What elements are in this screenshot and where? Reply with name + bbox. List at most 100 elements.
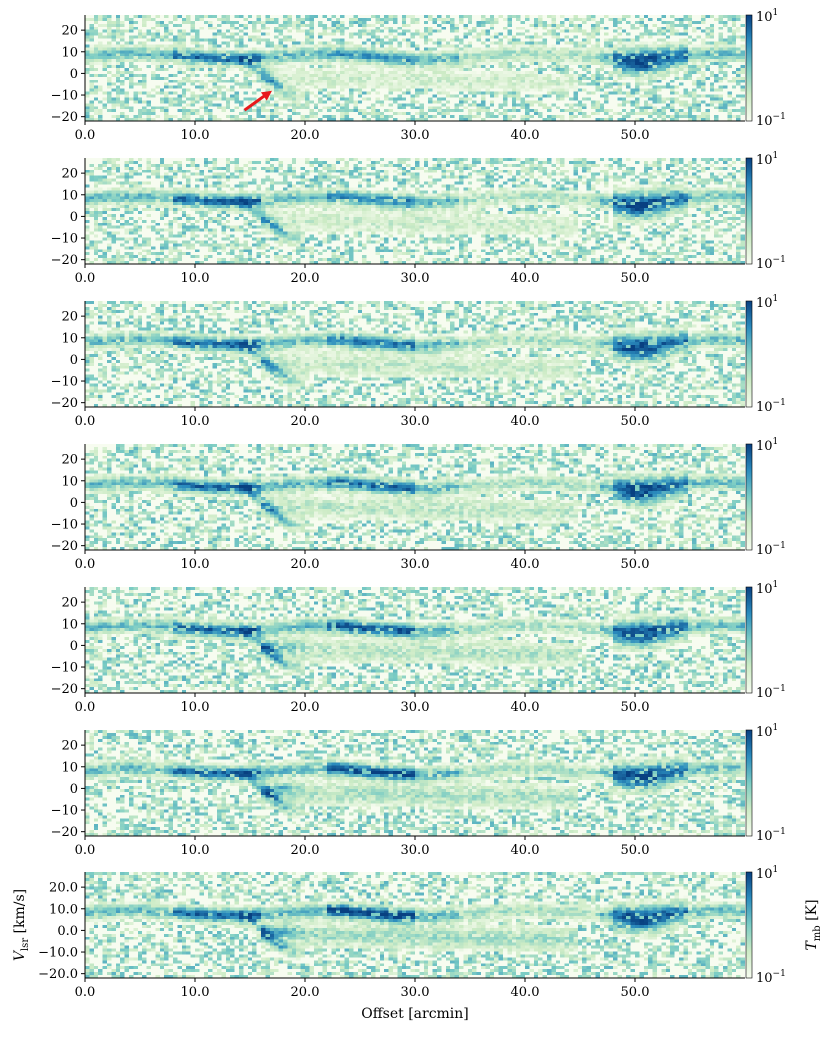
x-tick-label: 40.0 — [511, 557, 540, 572]
x-tick-label: 50.0 — [621, 414, 650, 429]
colorbar — [745, 729, 753, 837]
y-tick-label: −10 — [51, 804, 78, 819]
colorbar-max-label: 101 — [756, 8, 778, 25]
x-tick-label: 30.0 — [401, 557, 430, 572]
y-tick-label: 10 — [61, 760, 78, 775]
heatmap-image — [85, 301, 745, 407]
y-tick-label: 0 — [70, 496, 78, 511]
x-tick-label: 20.0 — [291, 414, 320, 429]
y-tick-label: 10.0 — [49, 902, 78, 917]
y-tick-label: −10.0 — [38, 946, 78, 961]
x-tick-label: 50.0 — [621, 985, 650, 1000]
heatmap-image — [85, 158, 745, 264]
x-tick-label: 10.0 — [181, 271, 210, 286]
pv-panel-2: 101 10−1 20 10 0 −10 −20 0.0 10.0 20.0 30.0 40.0 50.… — [51, 151, 786, 286]
colorbar-min-label: 10−1 — [756, 112, 786, 129]
pv-panel-5: 101 10−1 20 10 0 −10 −20 0.0 10.0 20.0 30.0 40.0 50.… — [51, 580, 786, 715]
x-tick-label: 40.0 — [511, 271, 540, 286]
y-axis-label: Vlsr [km/s] — [12, 889, 31, 961]
y-tick-label: 0 — [70, 639, 78, 654]
x-tick-label: 10.0 — [181, 128, 210, 143]
x-tick-label: 50.0 — [621, 700, 650, 715]
colorbar-min-label: 10−1 — [756, 398, 786, 415]
heatmap-image — [85, 730, 745, 836]
x-tick-label: 0.0 — [75, 557, 96, 572]
annotation-arrow — [243, 90, 272, 112]
y-tick-label: −10 — [51, 518, 78, 533]
x-tick-label: 0.0 — [75, 128, 96, 143]
x-tick-label: 40.0 — [511, 414, 540, 429]
x-tick-label: 10.0 — [181, 700, 210, 715]
colorbar-min-label: 10−1 — [756, 541, 786, 558]
colorbar — [745, 586, 753, 694]
y-tick-label: 0 — [70, 353, 78, 368]
y-tick-label: −20 — [51, 539, 78, 554]
y-tick-label: −10 — [51, 375, 78, 390]
x-tick-label: 50.0 — [621, 271, 650, 286]
x-tick-label: 20.0 — [291, 557, 320, 572]
x-tick-label: 20.0 — [291, 700, 320, 715]
x-tick-label: 0.0 — [75, 271, 96, 286]
colorbar — [745, 14, 753, 122]
colorbar-min-label: 10−1 — [756, 827, 786, 844]
y-tick-label: 0 — [70, 782, 78, 797]
x-tick-label: 30.0 — [401, 414, 430, 429]
heatmap-image — [85, 15, 745, 121]
pv-panel-1: 101 10−1 20 10 0 −10 −20 0.0 10.0 20.0 30.0 40.0 50.… — [51, 8, 786, 143]
x-tick-label: 20.0 — [291, 985, 320, 1000]
x-tick-label: 40.0 — [511, 843, 540, 858]
x-tick-label: 10.0 — [181, 557, 210, 572]
x-tick-label: 0.0 — [75, 985, 96, 1000]
x-tick-label: 20.0 — [291, 843, 320, 858]
x-axis-label: Offset [arcmin] — [361, 1006, 469, 1022]
y-tick-label: −20 — [51, 396, 78, 411]
pv-panel-4: 101 10−1 20 10 0 −10 −20 0.0 10.0 20.0 30.0 40.0 50.… — [51, 437, 786, 572]
y-tick-label: 10 — [61, 331, 78, 346]
colorbar-max-label: 101 — [756, 723, 778, 740]
colorbar-max-label: 101 — [756, 865, 778, 882]
x-tick-label: 40.0 — [511, 128, 540, 143]
colorbar — [745, 443, 753, 551]
y-tick-label: 20 — [61, 739, 78, 754]
x-tick-label: 20.0 — [291, 271, 320, 286]
y-tick-label: 0 — [70, 67, 78, 82]
x-tick-label: 0.0 — [75, 700, 96, 715]
y-tick-label: −10 — [51, 661, 78, 676]
colorbar-max-label: 101 — [756, 437, 778, 454]
x-tick-label: 40.0 — [511, 700, 540, 715]
x-tick-label: 30.0 — [401, 843, 430, 858]
y-tick-label: −20 — [51, 253, 78, 268]
x-tick-label: 50.0 — [621, 557, 650, 572]
colorbar — [745, 300, 753, 408]
x-tick-label: 30.0 — [401, 271, 430, 286]
y-tick-label: 20 — [61, 167, 78, 182]
y-tick-label: −10 — [51, 89, 78, 104]
y-tick-label: 20 — [61, 453, 78, 468]
arrow-shaft — [243, 93, 267, 112]
x-tick-label: 30.0 — [401, 700, 430, 715]
y-tick-label: 10 — [61, 188, 78, 203]
y-tick-label: 10 — [61, 474, 78, 489]
x-tick-label: 50.0 — [621, 128, 650, 143]
pv-panel-6: 101 10−1 20 10 0 −10 −20 0.0 10.0 20.0 30.0 40.0 50.… — [51, 723, 786, 858]
heatmap-image — [85, 587, 745, 693]
y-tick-label: 20 — [61, 310, 78, 325]
x-tick-label: 40.0 — [511, 985, 540, 1000]
colorbar-min-label: 10−1 — [756, 969, 786, 986]
colorbar-max-label: 101 — [756, 294, 778, 311]
colorbar-min-label: 10−1 — [756, 684, 786, 701]
colorbar — [745, 871, 753, 979]
pv-panel-7: 101 10−1 20.0 10.0 0.0 −10.0 −20.0 0.0 10.0 20.0 3… — [38, 865, 786, 1000]
x-tick-label: 10.0 — [181, 414, 210, 429]
y-tick-label: 0.0 — [57, 924, 78, 939]
y-tick-label: 20 — [61, 24, 78, 39]
colorbar-min-label: 10−1 — [756, 255, 786, 272]
y-tick-label: −20.0 — [38, 967, 78, 982]
colorbar-max-label: 101 — [756, 580, 778, 597]
x-tick-label: 10.0 — [181, 843, 210, 858]
y-tick-label: −10 — [51, 232, 78, 247]
y-tick-label: −20 — [51, 825, 78, 840]
x-tick-label: 20.0 — [291, 128, 320, 143]
pv-panel-3: 101 10−1 20 10 0 −10 −20 0.0 10.0 20.0 30.0 40.0 50.… — [51, 294, 786, 429]
